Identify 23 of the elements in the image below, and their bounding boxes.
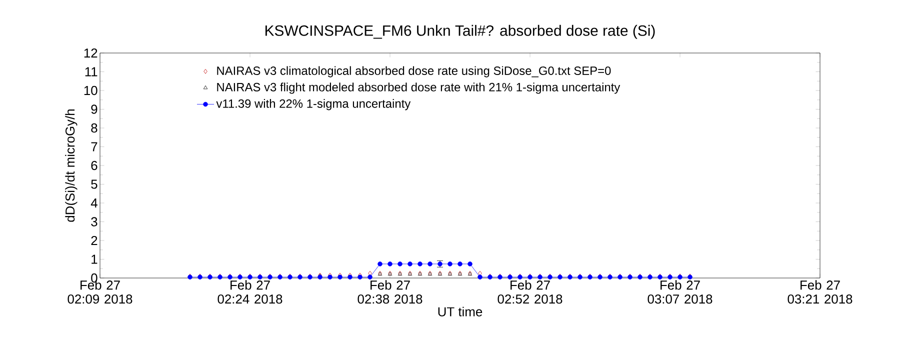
y-tick-label: 12 [84, 48, 98, 58]
y-tick-label: 5 [91, 180, 98, 189]
x-tick-label: Feb 27 03:07 2018 [648, 280, 712, 304]
chart-title: KSWCINSPACE_FM6 Unkn Tail#? absorbed dose rate (Si) [265, 24, 655, 39]
legend-label: NAIRAS v3 climatological absorbed dose rate using SiDose_G0.txt SEP=0 [217, 66, 611, 78]
y-tick-label: 2 [91, 236, 98, 246]
y-tick-label: 9 [91, 104, 98, 114]
x-tick-label: Feb 27 02:24 2018 [218, 280, 282, 304]
x-tick-label: Feb 27 03:21 2018 [788, 280, 852, 304]
legend-label: v11.39 with 22% 1-sigma uncertainty [216, 99, 411, 110]
y-tick-label: 1 [92, 254, 98, 264]
x-tick-label: Feb 27 02:52 2018 [498, 280, 562, 304]
y-tick-label: 6 [91, 160, 98, 170]
y-tick-label: 8 [91, 123, 98, 133]
y-tick-label: 11 [85, 67, 98, 76]
legend-label: NAIRAS v3 flight modeled absorbed dose rate with 21% 1-sigma uncertainty [217, 82, 620, 94]
y-tick-label: 4 [90, 198, 98, 208]
y-tick-label: 10 [84, 86, 98, 96]
x-tick-label: Feb 27 02:38 2018 [358, 280, 422, 304]
x-axis-title: UT time [438, 306, 482, 316]
y-tick-label: 3 [91, 217, 98, 226]
y-tick-label: 7 [91, 142, 98, 152]
y-axis-title: dD(Si)/dt microGy/h [65, 110, 78, 222]
